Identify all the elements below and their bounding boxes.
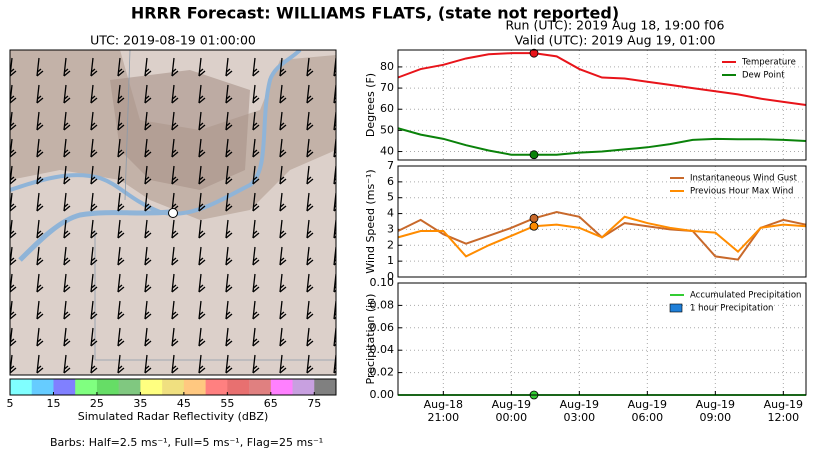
series-line: [397, 215, 807, 258]
y-tick-label: 40: [380, 145, 394, 158]
y-tick-label: 5: [387, 191, 394, 204]
panel: 0.00 0.02 0.04 0.06 0.08 0.10 Precipitation (i…: [364, 276, 807, 401]
y-tick-label: 0.02: [370, 366, 395, 379]
series-line: [397, 210, 807, 261]
colorbar-bin: [118, 379, 141, 395]
colorbar-bin: [249, 379, 272, 395]
y-axis-label: Degrees (F): [364, 73, 377, 137]
colorbar-bin: [31, 379, 54, 395]
colorbar-tick-label: 65: [264, 397, 278, 410]
colorbar-tick-label: 5: [7, 397, 14, 410]
y-tick-label: 70: [380, 81, 394, 94]
legend-label: Accumulated Precipitation: [690, 291, 801, 301]
x-tick-label: Aug-19: [628, 398, 667, 411]
y-tick-label: 0.06: [370, 321, 395, 334]
colorbar-bin: [314, 379, 337, 395]
panel-frame: [397, 282, 807, 396]
current-marker: [529, 48, 539, 58]
colorbar-bin: [96, 379, 119, 395]
colorbar-tick-label: 45: [177, 397, 191, 410]
y-axis-label: Wind Speed (ms⁻¹): [364, 169, 377, 273]
colorbar-bin: [270, 379, 293, 395]
y-tick-label: 0.04: [370, 343, 395, 356]
x-tick-label: 21:00: [427, 411, 459, 424]
panel-frame: [397, 165, 807, 278]
y-tick-label: 0: [387, 270, 394, 283]
map-frame: [9, 49, 337, 376]
x-tick-label: 12:00: [767, 411, 799, 424]
colorbar-bin: [75, 379, 98, 395]
legend-label: Dew Point: [742, 71, 785, 81]
current-marker: [529, 221, 539, 231]
map: [10, 50, 336, 375]
y-tick-label: 60: [380, 102, 394, 115]
series-line: [397, 52, 807, 106]
colorbar-bin: [140, 379, 163, 395]
legend-swatch: [669, 303, 683, 313]
y-tick-label: 4: [387, 207, 394, 220]
x-tick-label: Aug-19: [560, 398, 599, 411]
colorbar-bin: [162, 379, 185, 395]
y-tick-label: 6: [387, 175, 394, 188]
colorbar-tick-label: 75: [307, 397, 321, 410]
y-tick-label: 50: [380, 123, 394, 136]
panel-frame: [397, 49, 807, 161]
x-tick-label: 09:00: [699, 411, 731, 424]
colorbar-bin: [53, 379, 76, 395]
colorbar-label: Simulated Radar Reflectivity (dBZ): [78, 410, 269, 423]
figure-title: HRRR Forecast: WILLIAMS FLATS, (state no…: [131, 4, 619, 23]
legend-label: 1 hour Precipitation: [690, 304, 773, 314]
run-label: Run (UTC): 2019 Aug 18, 19:00 f06: [506, 18, 725, 33]
y-axis-label: Precipitation (in): [364, 294, 377, 385]
x-tick-label: 00:00: [495, 411, 527, 424]
y-tick-label: 1: [387, 254, 394, 267]
valid-label: Valid (UTC): 2019 Aug 19, 01:00: [515, 33, 716, 48]
legend-label: Instantaneous Wind Gust: [690, 174, 798, 184]
y-tick-label: 0.08: [370, 298, 395, 311]
y-tick-label: 0.10: [370, 276, 395, 289]
current-marker: [529, 213, 539, 223]
colorbar-bin: [183, 379, 206, 395]
y-tick-label: 3: [387, 222, 394, 235]
x-tick-label: Aug-18: [424, 398, 463, 411]
colorbar-tick-label: 55: [220, 397, 234, 410]
y-tick-label: 0.00: [370, 388, 395, 401]
colorbar-tick-label: 35: [133, 397, 147, 410]
x-tick-label: Aug-19: [764, 398, 803, 411]
colorbar-bin: [227, 379, 250, 395]
barb-note: Barbs: Half=2.5 ms⁻¹, Full=5 ms⁻¹, Flag=…: [50, 436, 323, 449]
legend-label: Previous Hour Max Wind: [690, 187, 793, 197]
x-tick-label: Aug-19: [492, 398, 531, 411]
site-marker: [168, 208, 178, 218]
y-tick-label: 80: [380, 60, 394, 73]
colorbar-bin: [205, 379, 228, 395]
x-tick-label: 06:00: [631, 411, 663, 424]
panel: 0 1 2 3 4 5 6 7 Wind Speed (ms⁻¹) Instantaneous W…: [364, 159, 807, 283]
y-tick-label: 2: [387, 238, 394, 251]
colorbar-bin: [10, 379, 33, 395]
x-tick-label: Aug-19: [696, 398, 735, 411]
y-tick-label: 7: [387, 159, 394, 172]
colorbar-bin: [292, 379, 315, 395]
legend-label: Temperature: [741, 58, 796, 68]
series-line: [397, 127, 807, 156]
current-marker: [529, 150, 539, 160]
colorbar-tick-label: 15: [46, 397, 60, 410]
map-title: UTC: 2019-08-19 01:00:00: [90, 33, 256, 48]
colorbar-frame: [9, 378, 337, 396]
colorbar-tick-label: 25: [90, 397, 104, 410]
x-tick-label: 03:00: [563, 411, 595, 424]
